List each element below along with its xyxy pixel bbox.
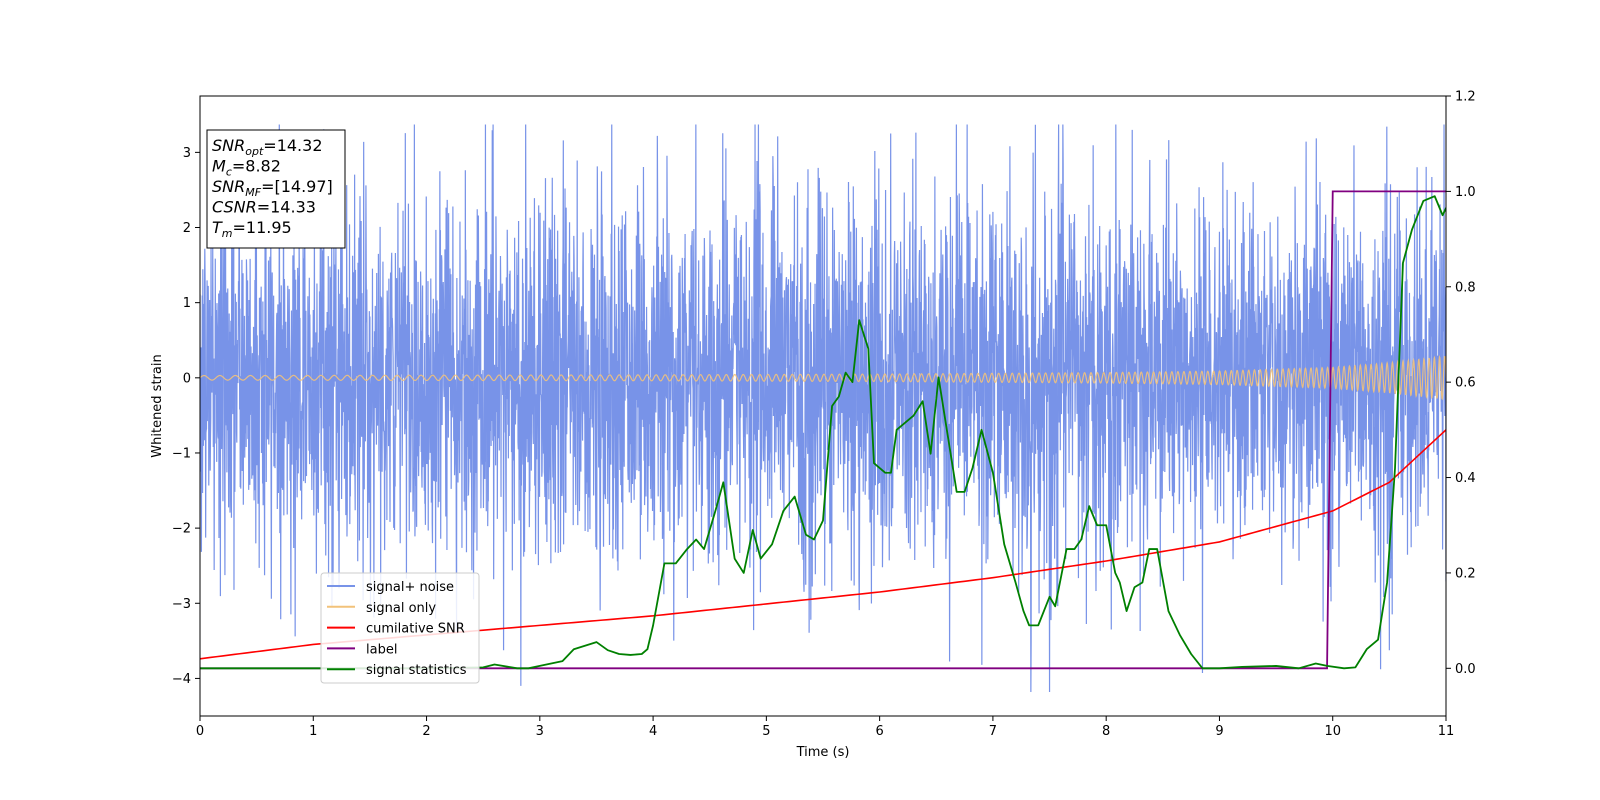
annotation-line: CSNR=14.33: [212, 198, 316, 217]
signal-only-line: [200, 355, 1446, 401]
x-axis-label: Time (s): [796, 745, 850, 760]
signal-statistics-series: [200, 195, 1446, 670]
signal-only-series: [200, 355, 1446, 401]
y-axis-ticks: 3 2 1 0 −1 −2 −3 −4: [172, 146, 200, 687]
annotation-symbol: M: [212, 157, 226, 176]
y2-tick-label: 0.0: [1455, 662, 1476, 677]
x-tick-label: 6: [875, 724, 883, 739]
x-tick-label: 10: [1324, 724, 1341, 739]
y2-tick-label: 1.0: [1455, 185, 1476, 200]
legend-entries: signal+ noise signal only cumilative SNR la…: [327, 580, 467, 678]
x-tick-label: 7: [989, 724, 997, 739]
signal-statistics-line: [200, 195, 1446, 670]
x-tick-label: 5: [762, 724, 770, 739]
annotation-value: =14.32: [263, 136, 322, 155]
y-tick-label: −1: [172, 446, 191, 461]
legend-label: label: [366, 642, 397, 657]
annotation-symbol: T: [212, 218, 223, 237]
annotation-subscript: opt: [245, 145, 264, 158]
x-tick-label: 9: [1215, 724, 1223, 739]
legend-label: cumilative SNR: [366, 622, 465, 637]
y2-tick-label: 0.6: [1455, 376, 1476, 391]
y-tick-label: −2: [172, 522, 191, 537]
y-axis-label: Whitened strain: [150, 354, 165, 457]
y-tick-label: 1: [183, 296, 191, 311]
axes-frame: [199, 95, 1447, 717]
x-tick-label: 1: [309, 724, 317, 739]
legend-frame: [320, 572, 480, 684]
annotation-subscript: m: [222, 227, 233, 240]
y2-tick-label: 0.2: [1455, 566, 1476, 581]
signal-noise-line: [200, 124, 1446, 692]
annotation-line: SNRopt=14.32: [212, 136, 323, 158]
label-line: [200, 190, 1446, 670]
legend: signal+ noise signal only cumilative SNR la…: [320, 572, 480, 684]
y-tick-label: 3: [183, 146, 191, 161]
legend-label: signal statistics: [366, 663, 467, 678]
annotation-value: =11.95: [233, 218, 292, 237]
annotation-value: =[14.97]: [261, 177, 333, 196]
legend-label: signal only: [366, 601, 436, 616]
signal-noise-series: [200, 124, 1446, 692]
y-tick-label: 0: [183, 371, 191, 386]
legend-label: signal+ noise: [366, 580, 454, 595]
y-tick-label: −3: [172, 597, 191, 612]
stats-annotation-box: SNRopt=14.32Mc=8.82SNRMF=[14.97]CSNR=14.…: [206, 129, 346, 249]
y2-tick-label: 0.4: [1455, 471, 1476, 486]
annotation-symbol: SNR: [212, 136, 245, 155]
x-tick-label: 2: [422, 724, 430, 739]
annotation-lines: SNRopt=14.32Mc=8.82SNRMF=[14.97]CSNR=14.…: [212, 136, 333, 240]
annotation-line: Tm=11.95: [212, 218, 292, 240]
x-tick-label: 8: [1102, 724, 1110, 739]
annotation-frame: [206, 129, 346, 249]
annotation-symbol: CSNR: [212, 198, 257, 217]
y2-axis-ticks: 1.2 1.0 0.8 0.6 0.4 0.2 0.0: [1446, 90, 1476, 677]
label-series: [200, 190, 1446, 670]
x-tick-label: 4: [649, 724, 657, 739]
y2-tick-label: 1.2: [1455, 90, 1476, 105]
x-tick-label: 0: [196, 724, 204, 739]
annotation-value: =14.33: [257, 198, 316, 217]
y2-tick-label: 0.8: [1455, 280, 1476, 295]
x-axis-ticks: 0 1 2 3 4 5 6 7 8 9 10 11: [196, 716, 1454, 739]
x-tick-label: 11: [1438, 724, 1455, 739]
y-tick-label: 2: [183, 221, 191, 236]
annotation-symbol: SNR: [212, 177, 245, 196]
annotation-subscript: MF: [245, 186, 261, 199]
x-tick-label: 3: [536, 724, 544, 739]
y-tick-label: −4: [172, 672, 191, 687]
annotation-subscript: c: [226, 166, 232, 179]
annotation-line: Mc=8.82: [212, 157, 281, 179]
annotation-line: SNRMF=[14.97]: [212, 177, 333, 199]
annotation-value: =8.82: [232, 157, 281, 176]
